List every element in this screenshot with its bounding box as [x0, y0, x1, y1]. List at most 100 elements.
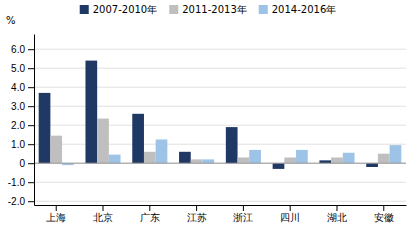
x-tick-mark — [336, 205, 337, 211]
y-tick: -1.0 — [8, 177, 34, 188]
y-axis: -2.0 -1.0 0 1.0 2.0 3.0 4.0 5.0 6.0 — [8, 35, 35, 207]
bar — [238, 158, 250, 164]
bar — [390, 145, 402, 163]
x-tick-label: 江苏 — [187, 212, 207, 223]
y-tick-label: 0 — [19, 158, 25, 169]
y-tick-label: -1.0 — [8, 177, 26, 188]
legend-label: 2014-2016年 — [272, 4, 337, 15]
x-tick: 浙江 — [233, 205, 253, 223]
bar — [39, 93, 51, 163]
y-axis-line — [34, 35, 35, 206]
bar — [85, 61, 97, 164]
grid-line — [34, 201, 406, 202]
legend: 2007-2010年 2011-2013年 2014-2016年 — [80, 4, 337, 15]
bar — [109, 155, 121, 164]
grid-line — [34, 49, 406, 50]
x-tick: 广东 — [140, 205, 160, 223]
bar — [226, 127, 238, 163]
y-tick-label: 5.0 — [11, 63, 25, 74]
bar — [179, 152, 191, 163]
chart: -2.0 -1.0 0 1.0 2.0 3.0 4.0 5.0 6.0 上海 北京 广东 江苏 浙江 四川 湖… — [0, 0, 416, 227]
bar — [343, 153, 355, 163]
bars — [39, 61, 402, 169]
x-axis: 上海 北京 广东 江苏 浙江 四川 湖北 安徽 — [35, 205, 407, 223]
legend-swatch — [259, 5, 268, 14]
bar — [50, 136, 62, 164]
bar-series — [62, 139, 401, 165]
y-tick: 2.0 — [11, 120, 34, 131]
y-tick-mark — [28, 163, 34, 164]
y-tick: 0 — [19, 158, 34, 169]
x-tick-mark — [290, 205, 291, 211]
x-tick: 北京 — [93, 205, 113, 223]
grid-line — [34, 163, 406, 164]
legend-item: 2007-2010年 — [80, 4, 158, 15]
y-tick-mark — [28, 201, 34, 202]
legend-swatch — [169, 5, 178, 14]
y-axis-label: % — [6, 15, 16, 26]
x-tick: 上海 — [46, 205, 66, 223]
x-tick-label: 安徽 — [374, 212, 394, 223]
y-tick-label: 1.0 — [11, 139, 25, 150]
bar — [191, 159, 203, 163]
bar — [249, 150, 261, 163]
bar — [378, 154, 390, 164]
y-tick: 3.0 — [11, 101, 34, 112]
x-tick-label: 北京 — [93, 212, 113, 223]
bar — [366, 163, 378, 167]
baseline — [34, 163, 406, 164]
y-tick-label: 3.0 — [11, 101, 25, 112]
legend-label: 2011-2013年 — [182, 4, 247, 15]
x-tick-label: 广东 — [140, 212, 160, 223]
x-tick-mark — [383, 205, 384, 211]
legend-item: 2014-2016年 — [259, 4, 337, 15]
x-tick: 湖北 — [327, 205, 347, 223]
bar — [97, 119, 109, 164]
bar — [284, 158, 296, 164]
legend-swatch — [80, 5, 89, 14]
grid-line — [34, 182, 406, 183]
bar-series — [50, 119, 389, 164]
x-tick-label: 四川 — [280, 212, 300, 223]
y-tick: 5.0 — [11, 63, 34, 74]
x-tick-mark — [149, 205, 150, 211]
x-tick-mark — [243, 205, 244, 211]
bar — [156, 139, 168, 163]
bar — [273, 163, 285, 169]
y-tick-mark — [28, 68, 34, 69]
x-tick-label: 上海 — [46, 212, 66, 223]
x-tick-label: 浙江 — [233, 212, 253, 223]
x-tick-mark — [103, 205, 104, 211]
x-tick: 安徽 — [374, 205, 394, 223]
y-tick-mark — [28, 87, 34, 88]
legend-label: 2007-2010年 — [93, 4, 158, 15]
x-axis-line — [35, 205, 407, 206]
y-tick: -2.0 — [8, 196, 34, 207]
bar — [132, 114, 144, 163]
y-tick-label: 4.0 — [11, 82, 25, 93]
y-tick-label: 2.0 — [11, 120, 25, 131]
y-tick: 6.0 — [11, 44, 34, 55]
y-tick-mark — [28, 144, 34, 145]
legend-item: 2011-2013年 — [169, 4, 247, 15]
bar — [202, 159, 214, 163]
bar — [144, 152, 156, 163]
x-tick-mark — [196, 205, 197, 211]
y-tick-mark — [28, 125, 34, 126]
bar-series — [39, 61, 378, 169]
y-tick: 1.0 — [11, 139, 34, 150]
y-tick-label: -2.0 — [8, 196, 26, 207]
x-tick: 四川 — [280, 205, 300, 223]
plot: -2.0 -1.0 0 1.0 2.0 3.0 4.0 5.0 6.0 上海 北京 广东 江苏 浙江 四川 湖… — [8, 35, 407, 224]
x-tick-label: 湖北 — [327, 212, 347, 223]
y-tick-mark — [28, 49, 34, 50]
bar — [296, 150, 308, 163]
y-tick: 4.0 — [11, 82, 34, 93]
x-tick-mark — [56, 205, 57, 211]
y-tick-label: 6.0 — [11, 44, 25, 55]
y-tick-mark — [28, 182, 34, 183]
grid — [34, 49, 406, 201]
bar — [331, 158, 343, 164]
y-tick-mark — [28, 106, 34, 107]
x-tick: 江苏 — [187, 205, 207, 223]
